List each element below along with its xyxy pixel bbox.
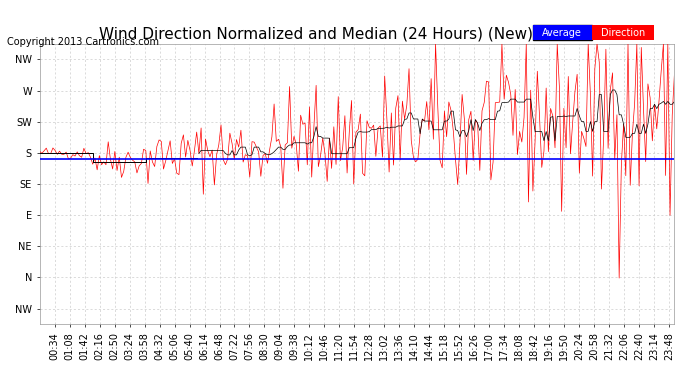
Bar bbox=[591, 25, 653, 40]
Bar bbox=[533, 25, 591, 40]
FancyBboxPatch shape bbox=[533, 25, 591, 40]
Text: Copyright 2013 Cartronics.com: Copyright 2013 Cartronics.com bbox=[7, 37, 159, 47]
Text: Direction: Direction bbox=[600, 27, 645, 38]
Title: Wind Direction Normalized and Median (24 Hours) (New) 20130210: Wind Direction Normalized and Median (24… bbox=[99, 26, 615, 41]
Text: Average: Average bbox=[542, 27, 582, 38]
